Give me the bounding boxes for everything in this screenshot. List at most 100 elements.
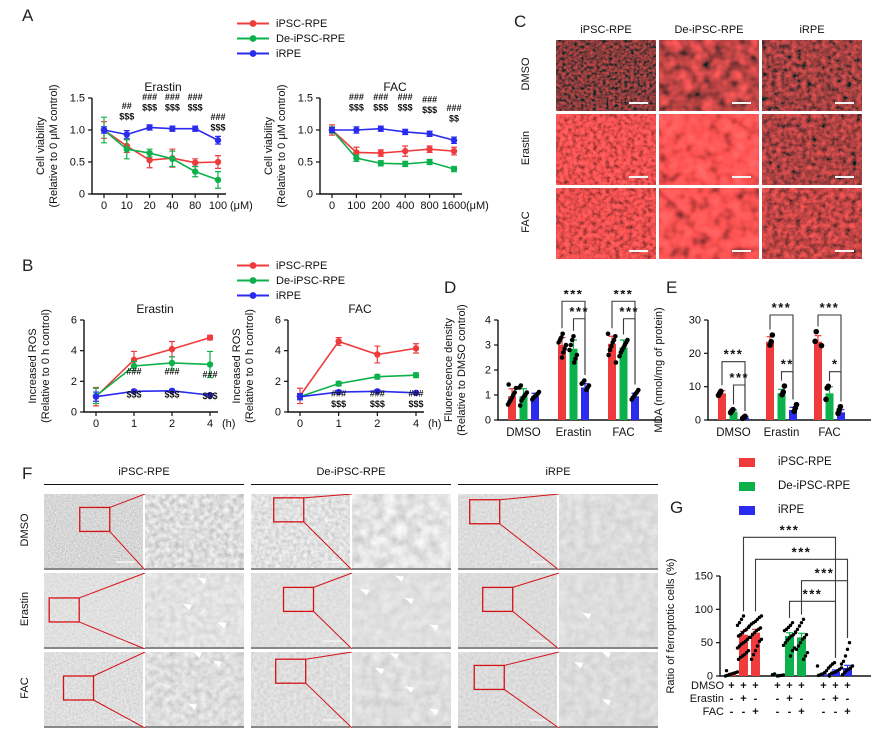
bar <box>508 396 516 420</box>
panel-f-row-label: DMSO <box>19 513 31 547</box>
significance-stars: *** <box>619 304 639 319</box>
scale-bar <box>530 718 549 721</box>
matrix-sign: - <box>730 706 734 718</box>
pointer-arrow <box>404 597 414 605</box>
y-axis-label: (Relative to 0 μM control) <box>48 84 60 207</box>
panel-a-legend: iPSC-RPE De-iPSC-RPE iRPE <box>236 16 345 61</box>
significance-annotation: $$$ <box>210 122 225 132</box>
data-point <box>735 623 740 628</box>
significance-annotation: ### <box>373 92 388 102</box>
error-bar <box>786 632 793 636</box>
matrix-row-label: DMSO <box>691 680 724 692</box>
brightfield-texture <box>251 652 350 727</box>
data-point <box>741 614 746 618</box>
legend-line-marker <box>237 20 269 27</box>
x-tick-label: 2 <box>169 418 175 430</box>
scale-bar <box>323 718 342 721</box>
data-point <box>168 387 176 395</box>
significance-bracket <box>622 318 636 385</box>
data-point <box>402 128 409 136</box>
red-fluorescence-texture <box>659 114 759 185</box>
significance-annotation: $$$ <box>202 391 217 401</box>
scale-bar <box>116 560 135 563</box>
data-point <box>749 657 754 662</box>
series-line <box>299 374 417 398</box>
data-point <box>793 401 800 408</box>
matrix-sign: + <box>786 680 792 692</box>
series-line <box>103 126 219 141</box>
legend-item: iPSC-RPE <box>738 450 850 474</box>
y-tick-label: 2 <box>275 376 281 388</box>
data-point <box>781 643 786 648</box>
x-tick-label: 2 <box>374 418 380 430</box>
pointer-arrow <box>360 588 370 596</box>
bar <box>797 637 806 676</box>
x-tick-label: 1 <box>131 418 137 430</box>
scale-bar <box>835 175 854 178</box>
significance-annotation: $$$ <box>164 389 179 399</box>
significance-annotation: ### <box>422 94 437 104</box>
bar <box>581 387 589 420</box>
data-point <box>562 346 567 352</box>
brightfield-inset-texture <box>145 494 244 569</box>
fluorescence-micrograph <box>556 188 656 259</box>
x-tick-label: 0 <box>93 418 99 430</box>
y-tick-label: 150 <box>695 571 713 583</box>
brightfield-micrograph-pair <box>251 652 451 728</box>
data-point <box>146 124 153 131</box>
red-fluorescence-texture <box>556 188 656 259</box>
chart-title: Erastin <box>136 302 173 316</box>
significance-stars: *** <box>772 300 792 315</box>
data-point <box>206 391 214 399</box>
significance-stars: * <box>832 357 839 372</box>
error-bar <box>798 632 805 638</box>
significance-stars: *** <box>820 300 840 315</box>
matrix-sign: + <box>844 706 850 718</box>
x-tick-label: 4 <box>413 418 419 430</box>
y-tick-label: 0 <box>275 407 281 419</box>
chart-svg: 0 2 4 6 0 1 2 4 (h) FAC Increased ROS (Relative to … <box>231 302 441 430</box>
category-label: DMSO <box>506 427 541 439</box>
significance-annotation: ### <box>408 389 423 399</box>
x-tick-label: 40 <box>166 200 178 212</box>
y-tick-label: 3 <box>485 340 491 352</box>
y-axis-label: (Relative to 0 h control) <box>244 309 256 423</box>
significance-stars: *** <box>564 290 584 301</box>
mda-chart: 0 10 20 30 MDA (nmol/mg of protein) DMSO Erast… <box>650 290 875 463</box>
y-axis-label: (Relative to 0 μM control) <box>276 84 288 207</box>
data-point <box>450 165 458 173</box>
data-point <box>517 403 523 408</box>
series-line <box>299 340 417 397</box>
significance-bracket <box>742 536 837 658</box>
legend-line-marker <box>237 50 269 57</box>
category-label: FAC <box>818 427 840 439</box>
data-point <box>426 130 433 138</box>
pointer-arrow <box>187 703 198 710</box>
brightfield-micrograph-pair <box>458 573 658 649</box>
brightfield-inset-texture <box>145 652 244 727</box>
significance-bracket <box>788 600 837 658</box>
legend-label: De-iPSC-RPE <box>276 274 346 287</box>
matrix-row-label: Erastin <box>690 693 724 705</box>
brightfield-micrograph <box>44 494 143 570</box>
significance-stars: ** <box>781 357 794 372</box>
increased-ros-erastin-chart: 0 2 4 6 0 1 2 4 (h) Erastin Increased ROS (Relative… <box>24 300 262 447</box>
legend-item: iPSC-RPE <box>236 16 345 31</box>
bar <box>814 341 822 420</box>
data-point <box>573 356 578 362</box>
panel-a-label: A <box>22 6 34 25</box>
scale-bar <box>530 560 549 563</box>
y-tick-label: 2 <box>71 376 77 388</box>
series-line <box>332 127 455 142</box>
data-point <box>768 338 774 345</box>
data-point <box>377 149 384 157</box>
zoom-inset-micrograph <box>559 652 658 728</box>
zoom-inset-micrograph <box>145 494 244 570</box>
scale-bar <box>323 560 342 563</box>
brightfield-inset-texture <box>352 494 451 569</box>
brightfield-micrograph-pair <box>458 652 658 728</box>
pointer-arrow <box>581 612 592 620</box>
pointer-arrow <box>212 660 222 667</box>
matrix-sign: + <box>832 693 838 705</box>
data-point <box>506 382 511 387</box>
